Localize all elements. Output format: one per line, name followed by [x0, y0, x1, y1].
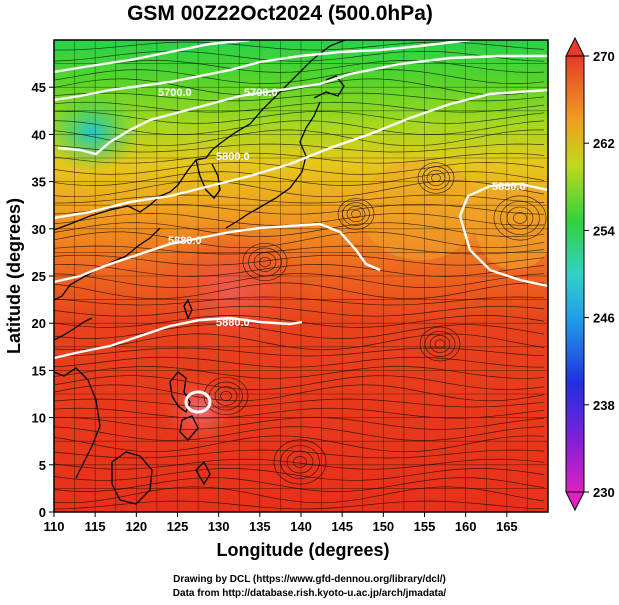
contour-label: 5800.0 [216, 151, 250, 163]
colorbar-scale [565, 55, 585, 493]
colorbar-tick-label: 254 [593, 223, 615, 238]
y-tick-label: 40 [32, 127, 46, 142]
x-axis-label: Longitude (degrees) [216, 540, 389, 560]
y-tick-label: 10 [32, 411, 46, 426]
x-axis: 110 115 120 125 130 135 140 145 150 155 160 165 [44, 512, 518, 534]
x-tick-label: 135 [249, 519, 271, 534]
colorbar-tick-label: 262 [593, 136, 615, 151]
colorbar-max-arrow [565, 36, 585, 57]
lat-lon-grid [54, 40, 548, 512]
x-tick-label: 125 [167, 519, 189, 534]
chart-title: GSM 00Z22Oct2024 (500.0hPa) [127, 2, 433, 25]
x-tick-label: 130 [208, 519, 230, 534]
x-tick-label: 110 [44, 519, 65, 534]
colorbar-min-arrow [565, 491, 585, 512]
colorbar-tick-label: 230 [593, 485, 615, 500]
x-tick-label: 155 [414, 519, 436, 534]
colorbar-tick-label: 270 [593, 49, 615, 64]
x-tick-label: 160 [455, 519, 477, 534]
y-tick-label: 35 [32, 175, 46, 190]
y-tick-label: 5 [39, 458, 46, 473]
colorbar-tick-label: 246 [593, 311, 615, 326]
x-tick-label: 120 [125, 519, 147, 534]
x-tick-label: 150 [372, 519, 394, 534]
contour-label: 5880.0 [168, 235, 202, 247]
colorbar: 270 262 254 246 238 230 [565, 36, 615, 512]
contour-label: 5700.0 [244, 87, 278, 99]
credit-data-source: Data from http://database.rish.kyoto-u.a… [172, 588, 447, 599]
x-tick-label: 165 [496, 519, 518, 534]
contour-label: 5880.0 [492, 181, 526, 193]
y-tick-label: 20 [32, 316, 46, 331]
y-tick-label: 45 [32, 80, 46, 95]
coastlines [54, 40, 346, 505]
height-contours [54, 40, 548, 360]
x-tick-label: 115 [85, 519, 106, 534]
y-tick-label: 0 [39, 505, 46, 520]
colorbar-tick-label: 238 [593, 398, 615, 413]
y-axis: 0 5 10 15 20 25 30 35 40 45 [32, 80, 54, 520]
contour-label: 5880.0 [216, 317, 250, 329]
y-tick-label: 25 [32, 269, 46, 284]
credit-dcl: Drawing by DCL (https://www.gfd-dennou.o… [173, 574, 446, 585]
y-axis-label: Latitude (degrees) [4, 198, 24, 354]
contour-label: 5700.0 [158, 87, 192, 99]
x-tick-label: 140 [290, 519, 312, 534]
streamlines [54, 41, 547, 510]
contour-labels: 5700.0 5700.0 5800.0 5880.0 5880.0 5880.… [158, 87, 526, 329]
y-tick-label: 30 [32, 222, 46, 237]
y-tick-label: 15 [32, 363, 46, 378]
x-tick-label: 145 [331, 519, 353, 534]
